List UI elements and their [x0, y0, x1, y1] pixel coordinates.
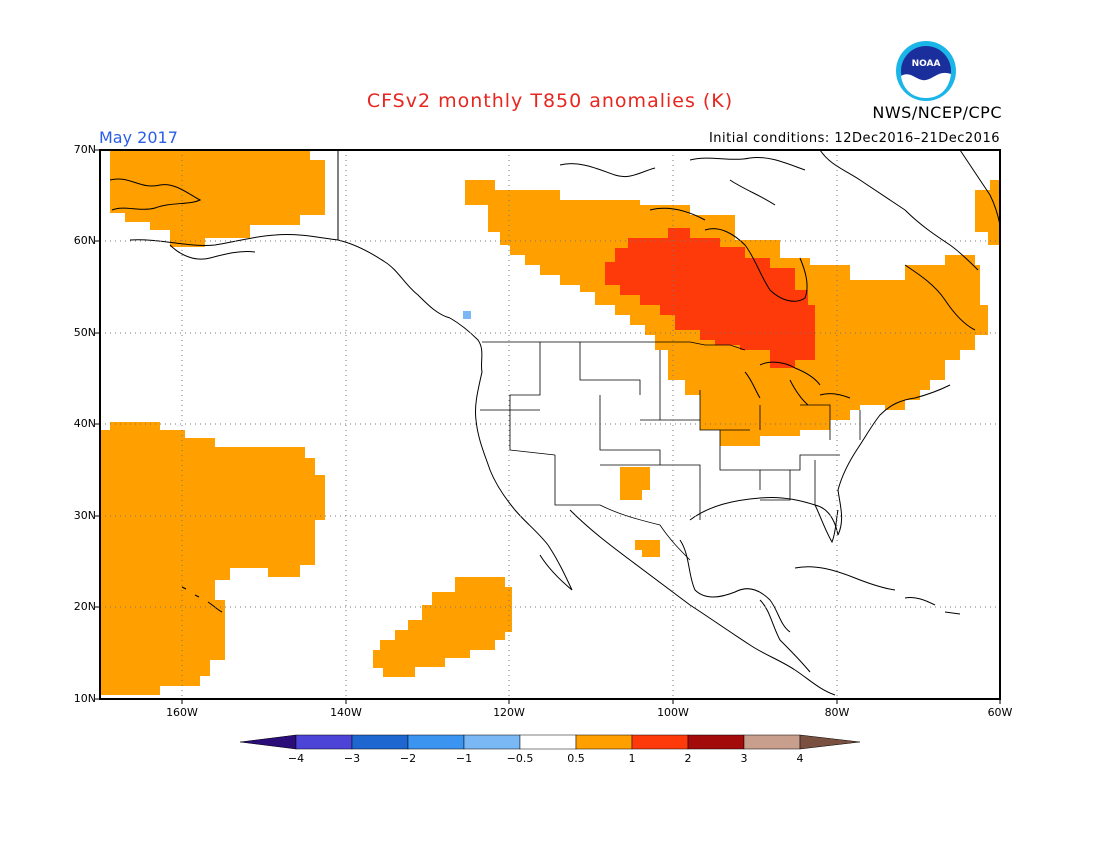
legend-label-4: 4	[796, 752, 804, 765]
grid-lines	[100, 150, 1000, 699]
legend-label-neg3: −3	[343, 752, 361, 765]
legend-swatch	[687, 734, 745, 750]
lon-label-120w: 120W	[493, 706, 525, 719]
noaa-logo: NOAA	[896, 41, 956, 101]
anomaly-region-labrador	[975, 180, 1000, 245]
noaa-logo-text: NOAA	[912, 59, 941, 69]
anomaly-region-mexico	[635, 540, 660, 557]
legend-label-neg1: −1	[455, 752, 473, 765]
anomaly-regions	[100, 150, 1000, 695]
anomaly-region-core	[605, 228, 815, 368]
legend-swatch	[295, 734, 353, 750]
legend-arrow-right	[799, 734, 861, 750]
lat-label-40n: 40N	[73, 417, 96, 430]
legend-swatch	[519, 734, 577, 750]
lat-label-50n: 50N	[73, 326, 96, 339]
legend-label-neg2: −2	[399, 752, 417, 765]
legend-swatch	[575, 734, 633, 750]
chart-title: CFSv2 monthly T850 anomalies (K)	[366, 90, 734, 112]
legend-swatch	[631, 734, 689, 750]
lat-label-20n: 20N	[73, 600, 96, 613]
initial-conditions: Initial conditions: 12Dec2016–21Dec2016	[708, 131, 1000, 146]
political-boundaries	[480, 341, 861, 561]
lon-label-80w: 80W	[824, 706, 850, 719]
legend-label-2: 2	[684, 752, 692, 765]
axis-ticks	[95, 149, 1001, 704]
agency-label: NWS/NCEP/CPC	[872, 103, 1002, 122]
anomaly-region-central-pacific	[373, 577, 512, 677]
anomaly-region-alaska	[110, 150, 325, 247]
lon-label-100w: 100W	[657, 706, 689, 719]
lat-label-70n: 70N	[73, 143, 96, 156]
lon-label-140w: 140W	[330, 706, 362, 719]
legend-label-1: 1	[628, 752, 636, 765]
anomaly-region-east-pacific	[100, 422, 325, 695]
legend-label-neg05: −0.5	[506, 752, 534, 765]
legend-swatch	[351, 734, 409, 750]
lat-label-10n: 10N	[73, 692, 96, 705]
lon-label-160w: 160W	[166, 706, 198, 719]
lon-label-60w: 60W	[987, 706, 1013, 719]
legend-swatch	[743, 734, 801, 750]
legend-label-05: 0.5	[567, 752, 585, 765]
legend-swatch	[407, 734, 465, 750]
legend-swatch	[463, 734, 521, 750]
legend-arrow-left	[239, 734, 297, 750]
legend-label-neg4: −4	[287, 752, 305, 765]
coastlines	[109, 149, 1001, 696]
anomaly-cell-cool	[463, 311, 471, 319]
lat-label-60n: 60N	[73, 234, 96, 247]
forecast-period: May 2017	[99, 128, 178, 147]
legend-label-3: 3	[740, 752, 748, 765]
lat-label-30n: 30N	[73, 509, 96, 522]
anomaly-region-southwest	[620, 467, 650, 500]
